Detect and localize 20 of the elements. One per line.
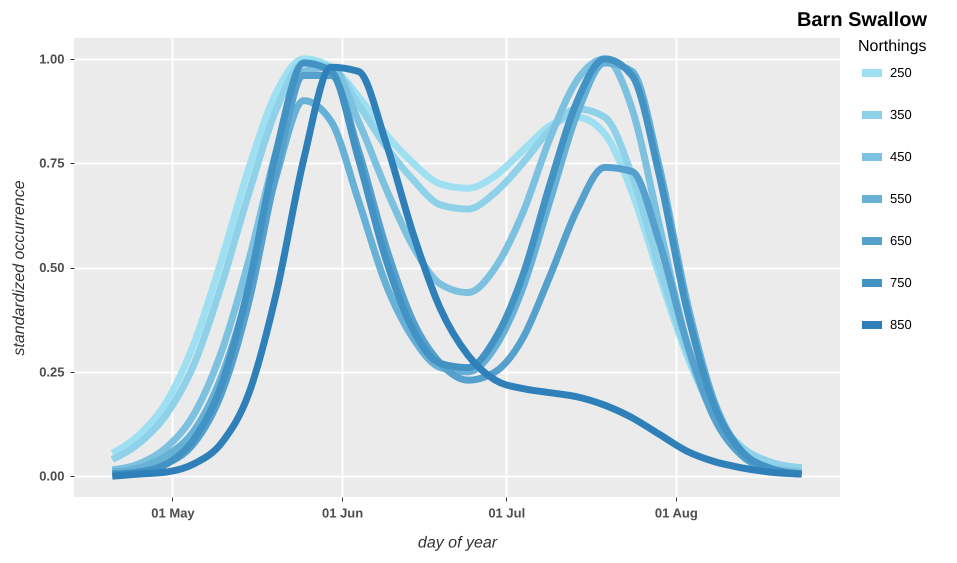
y-tick-label: 0.50 (39, 260, 64, 275)
legend-label: 850 (890, 317, 912, 332)
legend-label: 750 (890, 275, 912, 290)
legend-label: 250 (890, 65, 912, 80)
legend-title: Northings (858, 38, 926, 55)
y-tick-label: 1.00 (39, 51, 64, 66)
legend-label: 650 (890, 233, 912, 248)
chart-title: Barn Swallow (796, 9, 928, 31)
legend-label: 550 (890, 191, 912, 206)
x-tick-label: 01 Jul (488, 506, 526, 520)
y-tick-label: 0.25 (39, 364, 64, 380)
legend-label: 450 (890, 149, 912, 164)
y-tick-label: 0.00 (39, 468, 64, 484)
x-tick-label: 01 Jun (322, 506, 364, 520)
y-tick-label: 0.75 (39, 156, 64, 171)
x-tick-label: 01 May (151, 506, 196, 520)
legend-label: 350 (890, 107, 912, 122)
x-tick-label: 01 Aug (654, 506, 698, 520)
y-axis-title: standardized occurrence (11, 180, 28, 356)
x-axis-title: day of year (418, 534, 498, 552)
